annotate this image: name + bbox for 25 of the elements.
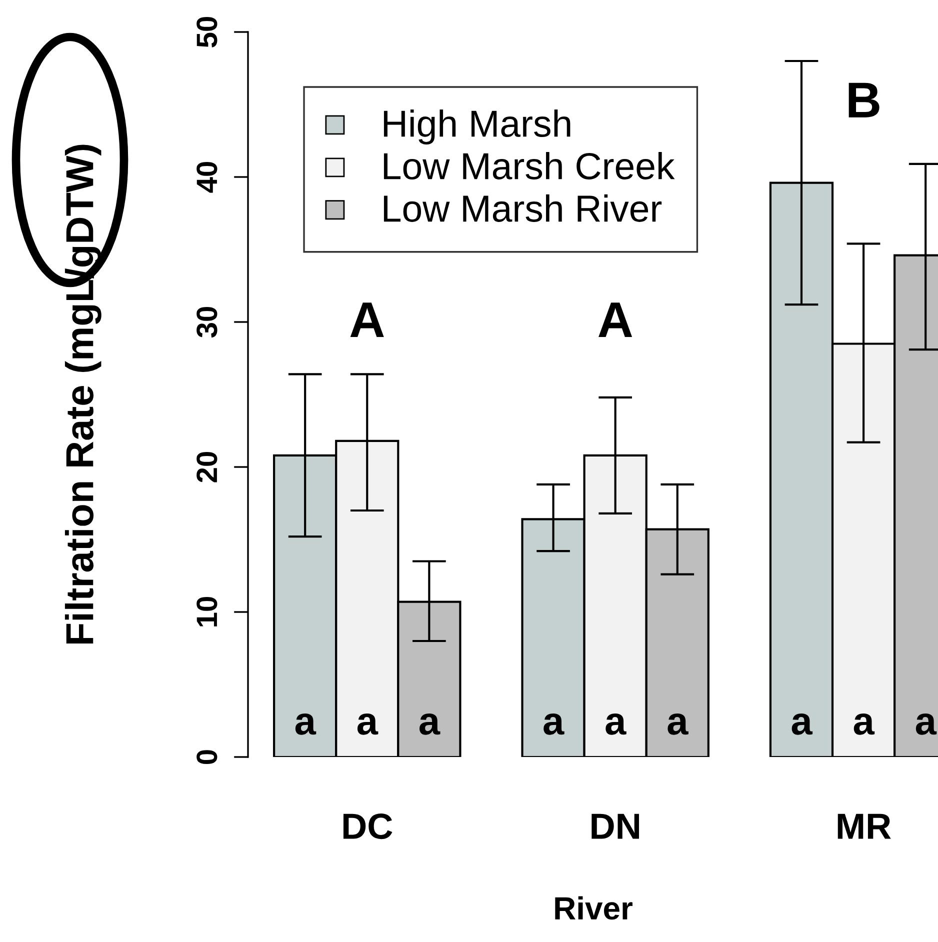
x-axis-title: River [555, 896, 632, 920]
y-tick-label: 10 [196, 596, 218, 626]
data-label: a [544, 714, 564, 735]
annotation: B [848, 82, 880, 118]
data-label: a [295, 714, 316, 735]
y-tick-label: 0 [196, 750, 218, 764]
y-tick-label: 40 [196, 162, 218, 193]
annotation: A [350, 302, 384, 337]
data-label: a [668, 714, 688, 735]
x-tick-label: DC [343, 814, 392, 840]
legend-label: High Marsh [384, 110, 570, 144]
y-tick-label: 30 [196, 306, 218, 338]
data-label: a [916, 714, 937, 735]
legend-label: Low Marsh Creek [384, 152, 675, 180]
y-tick-label: 50 [196, 16, 218, 48]
data-label: a [606, 714, 626, 735]
data-label: a [792, 714, 813, 735]
x-tick-label: DN [592, 814, 639, 839]
data-label: a [357, 714, 378, 735]
data-label: a [420, 714, 440, 735]
legend-label: Low Marsh River [384, 194, 662, 222]
x-tick-label: MR [838, 814, 891, 839]
data-label: a [854, 714, 875, 735]
y-tick-label: 20 [196, 452, 218, 482]
annotation: A [598, 302, 632, 337]
